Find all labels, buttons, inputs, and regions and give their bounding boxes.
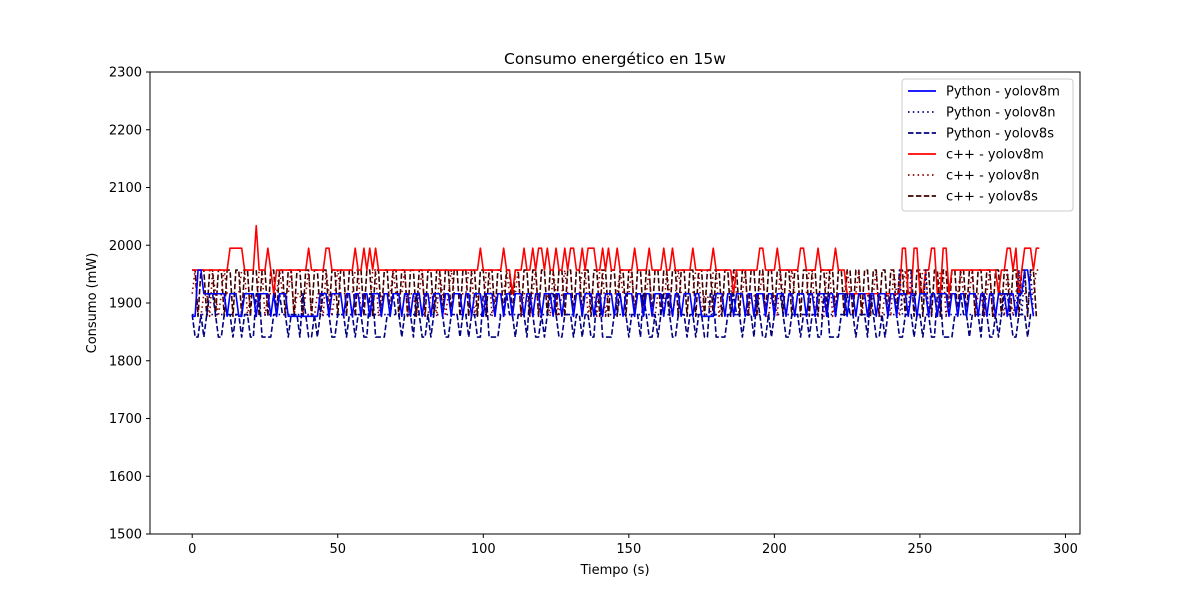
- legend-label: c++ - yolov8m: [946, 148, 1044, 163]
- legend-label: c++ - yolov8n: [946, 169, 1039, 184]
- legend-label: Python - yolov8n: [946, 106, 1055, 121]
- series-line-1: [192, 269, 1035, 316]
- legend-box: [901, 78, 1074, 212]
- y-axis-label: Consumo (mW): [85, 253, 100, 354]
- legend-label: Python - yolov8m: [946, 85, 1060, 100]
- plot-area: [191, 224, 1040, 338]
- y-tick-label: 1500: [109, 528, 142, 543]
- legend-label: c++ - yolov8s: [946, 190, 1038, 205]
- y-tick-label: 2200: [109, 123, 142, 138]
- legend: Python - yolov8m Python - yolov8n Python -…: [901, 78, 1074, 212]
- y-tick-label: 1900: [109, 297, 142, 312]
- chart-title: Consumo energético en 15w: [504, 50, 726, 68]
- legend-label: Python - yolov8s: [946, 127, 1054, 142]
- x-tick-label: 150: [616, 542, 641, 557]
- series-line-0: [192, 269, 1035, 318]
- x-tick-label: 50: [329, 542, 346, 557]
- y-tick-label: 1700: [109, 412, 142, 427]
- x-tick-label: 200: [762, 542, 787, 557]
- y-tick-label: 1600: [109, 470, 142, 485]
- axes: 0 50 100 150 200 250 300 1500 1600 1700 1800 1900 20…: [109, 66, 1081, 557]
- x-tick-label: 0: [188, 542, 196, 557]
- x-axis-label: Tiempo (s): [579, 563, 649, 578]
- y-tick-label: 2000: [109, 239, 142, 254]
- series-line-4: [191, 269, 1040, 318]
- x-tick-label: 250: [907, 542, 932, 557]
- y-tick-label: 1800: [109, 354, 142, 369]
- y-tick-label: 2100: [109, 181, 142, 196]
- x-tick-label: 300: [1053, 542, 1078, 557]
- x-tick-label: 100: [471, 542, 496, 557]
- y-tick-label: 2300: [109, 66, 142, 81]
